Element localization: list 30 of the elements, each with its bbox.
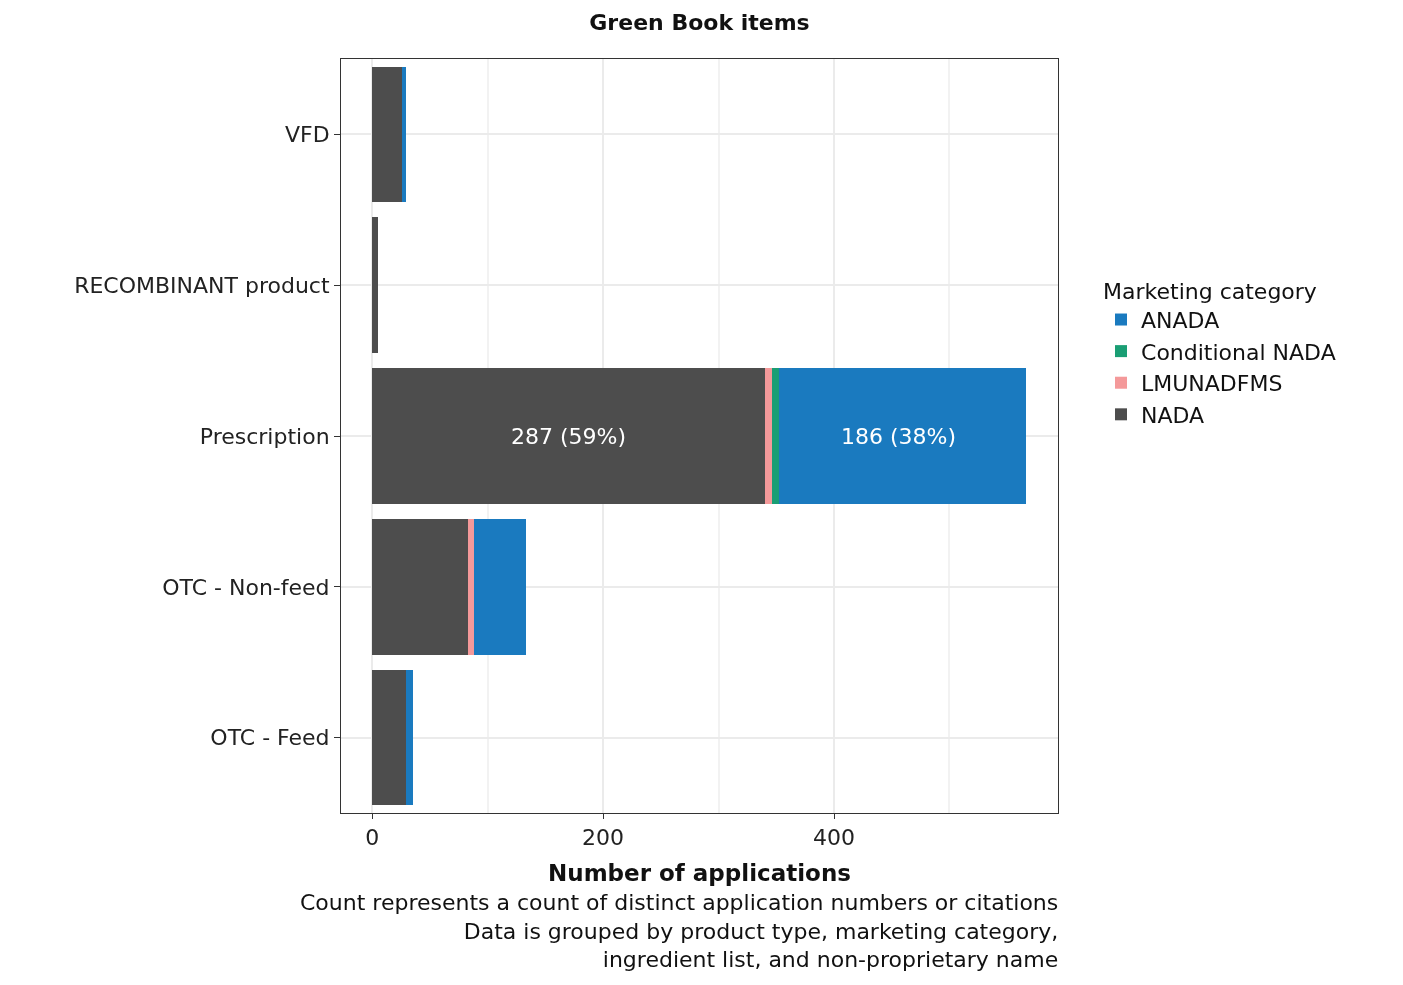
- bar: [468, 518, 474, 655]
- bar: [402, 66, 406, 203]
- bar: [372, 217, 378, 354]
- x-tick-label: 200: [582, 825, 625, 851]
- bar: [764, 368, 772, 504]
- x-tick-label: 400: [813, 825, 856, 851]
- text: Count represents a count of distinct application numbers or citations Data is grouped by product type, marketing category, ingredient list, and non-proprietary name: [300, 890, 1059, 973]
- x-axis-title: Number of applications: [548, 860, 851, 886]
- bar: [372, 518, 468, 655]
- bar: [372, 66, 403, 203]
- chart-title: Green Book items: [589, 10, 810, 36]
- legend-label: LMUNADFMS: [1141, 371, 1283, 397]
- annotation: 186 (38%): [841, 424, 957, 449]
- legend-title: Marketing category: [1103, 278, 1317, 304]
- legend-label: NADA: [1141, 402, 1205, 428]
- y-tick-label: RECOMBINANT product: [74, 272, 330, 298]
- y-tick-label: Prescription: [199, 423, 330, 449]
- legend-label: Conditional NADA: [1141, 339, 1336, 365]
- x-tick-label: 0: [365, 825, 380, 851]
- bar: [372, 669, 406, 806]
- bar: [778, 368, 1026, 504]
- y-tick-label: OTC - Feed: [210, 725, 330, 751]
- annotation: 287 (59%): [511, 424, 627, 449]
- legend-label: ANADA: [1141, 308, 1220, 334]
- bar: [771, 368, 779, 504]
- bar: [372, 368, 765, 504]
- y-tick-label: OTC - Non-feed: [162, 574, 330, 600]
- bar: [405, 669, 413, 806]
- y-tick-label: VFD: [284, 122, 330, 148]
- bar: [473, 518, 526, 655]
